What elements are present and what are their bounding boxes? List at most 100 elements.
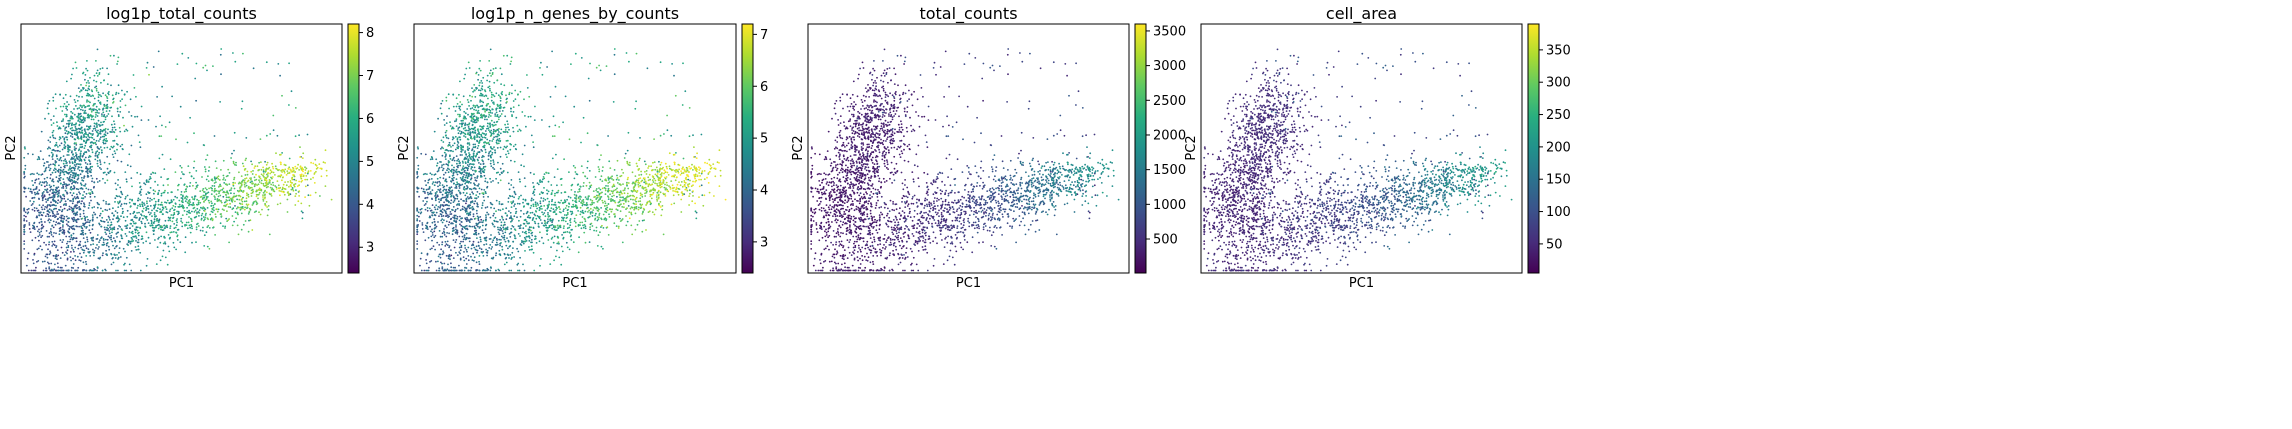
scatter-point [92,251,95,254]
scatter-point [77,137,80,140]
scatter-point [526,216,529,219]
scatter-point [515,116,518,119]
scatter-point [136,229,139,232]
scatter-point [73,108,75,110]
scatter-point [68,227,71,230]
scatter-point [270,195,273,197]
scatter-point [250,170,253,173]
scatter-point [88,94,90,97]
scatter-point [499,155,502,158]
scatter-point [113,171,116,174]
scatter-point [139,198,142,201]
scatter-point [57,222,59,225]
scatter-point [240,207,243,210]
scatter-point [241,162,244,165]
scatter-point [45,267,47,270]
scatter-point [84,74,87,76]
scatter-point [52,235,55,238]
scatter-point [73,164,76,166]
scatter-point [464,227,466,230]
scatter-point [36,248,39,251]
scatter-point [508,245,511,248]
scatter-point [554,204,557,206]
scatter-point [54,216,56,219]
scatter-point [79,154,82,157]
scatter-point [46,213,49,215]
scatter-point [292,169,294,171]
scatter-point [421,228,424,230]
scatter-point [464,73,466,76]
scatter-point [465,198,468,201]
scatter-point [63,103,66,105]
scatter-point [486,181,489,184]
scatter-point [420,211,423,214]
scatter-point [53,167,56,170]
scatter-point [451,269,453,272]
scatter-point [83,203,86,206]
scatter-point [490,206,492,209]
scatter-point [23,240,26,243]
scatter-point [182,173,184,175]
scatter-point [117,256,120,259]
scatter-point [105,95,108,98]
scatter-point [451,230,454,233]
scatter-point [58,159,61,162]
scatter-point [136,115,139,118]
scatter-point [220,169,222,171]
scatter-point [50,119,52,121]
scatter-point [467,113,469,116]
scatter-point [63,197,66,200]
scatter-point [586,166,589,169]
scatter-point [67,169,70,171]
scatter-point [45,201,48,203]
scatter-point [439,199,442,202]
scatter-point [86,238,89,241]
scatter-point [251,229,254,231]
scatter-point [43,208,46,211]
scatter-point [66,192,69,195]
scatter-point [61,214,64,217]
scatter-point [75,105,77,107]
scatter-point [87,207,90,209]
scatter-point [470,178,472,181]
scatter-point [128,231,131,233]
scatter-point [91,177,94,180]
scatter-point [510,110,512,113]
scatter-point [416,208,419,210]
scatter-point [455,184,457,186]
scatter-point [263,173,265,175]
scatter-point [141,235,144,238]
scatter-point [434,199,437,202]
scatter-point [433,214,436,216]
scatter-point [472,192,475,195]
scatter-point [137,245,140,248]
scatter-point [153,197,156,200]
scatter-point [98,151,101,154]
scatter-point [461,160,464,163]
scatter-point [72,129,75,132]
scatter-point [132,240,135,242]
scatter-point [104,142,107,145]
scatter-point [416,228,419,231]
scatter-point [163,236,166,239]
scatter-point [124,171,127,174]
scatter-point [128,153,131,156]
scatter-point [543,212,546,214]
scatter-point [40,206,43,209]
scatter-point [161,124,163,127]
scatter-point [59,105,62,108]
scatter-point [470,174,472,177]
scatter-point [265,181,268,184]
scatter-point [244,174,247,176]
scatter-point [108,248,111,251]
scatter-point [82,86,84,89]
scatter-point [459,191,461,194]
scatter-point [449,155,451,158]
scatter-point [102,199,105,202]
scatter-point [465,218,467,221]
scatter-point [276,180,279,183]
scatter-point [473,233,475,236]
scatter-point [232,181,235,184]
scatter-point [113,215,115,217]
scatter-point [79,173,82,176]
